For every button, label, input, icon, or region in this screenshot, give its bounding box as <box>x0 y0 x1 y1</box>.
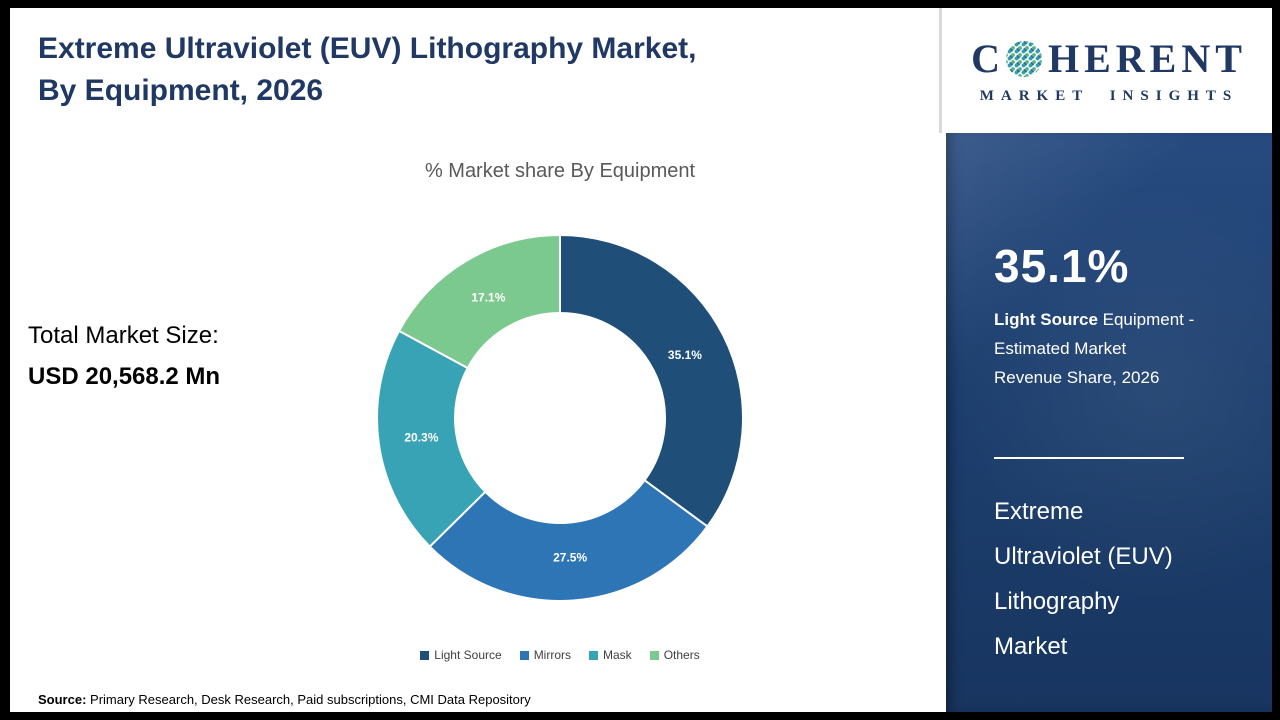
legend-item-mirrors: Mirrors <box>519 648 572 662</box>
brand-letter-c: C <box>971 36 1005 81</box>
legend-item-light-source: Light Source <box>420 648 502 662</box>
panel-divider <box>994 457 1184 459</box>
brand-wordmark: C HERENT <box>971 35 1247 82</box>
chart-legend: Light Source Mirrors Mask Others <box>330 648 790 662</box>
panel-title-line: Market <box>994 633 1068 660</box>
panel-title-line: Ultraviolet (EUV) <box>994 543 1173 570</box>
header-divider <box>939 8 942 133</box>
legend-marker <box>589 650 599 660</box>
source-text: Primary Research, Desk Research, Paid su… <box>86 692 531 707</box>
brand-letters: HERENT <box>1047 36 1247 81</box>
slice-label: 35.1% <box>668 348 702 362</box>
legend-item-mask: Mask <box>589 648 632 662</box>
stat-line1-rest: Equipment - <box>1097 310 1195 329</box>
stat-line1-bold: Light Source <box>994 310 1098 329</box>
slice-label: 27.5% <box>553 551 587 565</box>
legend-marker <box>420 650 430 660</box>
legend-item-others: Others <box>649 648 700 662</box>
panel-title: Extreme Ultraviolet (EUV) Lithography Ma… <box>994 489 1234 669</box>
legend-label: Mask <box>603 648 632 662</box>
legend-marker <box>649 650 659 660</box>
stat-value: 35.1% <box>994 240 1130 292</box>
source-label: Source: <box>38 692 87 707</box>
donut-chart: 35.1% 27.5% 20.3% 17.1% <box>376 233 744 602</box>
market-size-block: Total Market Size: USD 20,568.2 Mn <box>28 322 220 391</box>
source-note: Source: Primary Research, Desk Research,… <box>38 692 531 707</box>
stat-line2: Estimated Market <box>994 339 1127 358</box>
title-line-1: Extreme Ultraviolet (EUV) Lithography Ma… <box>38 32 697 65</box>
panel-title-line: Extreme <box>994 498 1084 525</box>
donut-slice-light-source <box>559 233 744 528</box>
legend-label: Others <box>663 648 700 662</box>
side-panel: 35.1% Light Source Equipment - Estimated… <box>946 133 1272 712</box>
page-title: Extreme Ultraviolet (EUV) Lithography Ma… <box>38 28 696 112</box>
legend-label: Light Source <box>434 648 502 662</box>
slice-label: 17.1% <box>471 291 505 305</box>
title-line-2: By Equipment, 2026 <box>38 74 324 107</box>
donut-slice-others <box>397 233 561 370</box>
market-size-value: USD 20,568.2 Mn <box>28 363 221 390</box>
brand-logo: C HERENT MARKET INSIGHTS <box>946 10 1272 130</box>
market-size-label: Total Market Size: <box>28 322 219 349</box>
panel-title-line: Lithography <box>994 588 1120 615</box>
stat-line3: Revenue Share, 2026 <box>994 368 1160 387</box>
brand-tagline: MARKET INSIGHTS <box>979 88 1239 104</box>
slice-label: 20.3% <box>404 431 438 445</box>
globe-icon <box>1005 40 1042 77</box>
stat-label: Light Source Equipment - Estimated Marke… <box>994 305 1254 392</box>
legend-marker <box>519 650 529 660</box>
donut-slice-mask <box>376 329 487 548</box>
chart-title: % Market share By Equipment <box>424 160 696 182</box>
legend-label: Mirrors <box>533 648 572 662</box>
donut-slice-mirrors <box>428 478 709 602</box>
